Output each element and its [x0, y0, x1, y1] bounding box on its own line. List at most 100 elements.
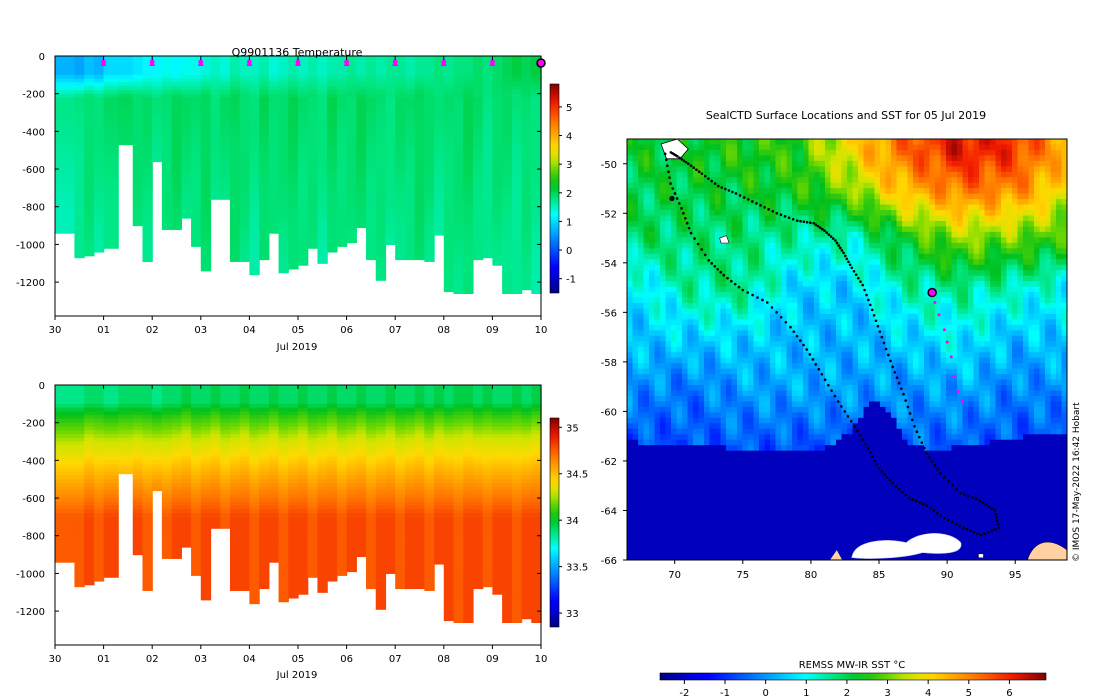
section-cell	[220, 184, 231, 189]
section-cell	[424, 475, 435, 480]
section-cell	[424, 584, 435, 590]
section-cell	[142, 385, 153, 390]
section-cell	[171, 543, 182, 548]
section-cell	[307, 108, 319, 114]
section-cell	[210, 135, 221, 140]
section-cell	[502, 562, 513, 567]
section-cell	[366, 172, 377, 178]
section-cell	[259, 385, 270, 390]
section-cell	[395, 221, 406, 227]
section-cell	[229, 547, 241, 552]
section-cell	[424, 445, 435, 450]
section-cell	[404, 187, 416, 193]
section-cell	[200, 539, 212, 544]
section-cell	[93, 233, 105, 238]
section-cell	[161, 403, 173, 409]
section-cell	[434, 411, 445, 416]
section-cell	[229, 150, 241, 155]
section-cell	[317, 471, 328, 477]
section-cell	[472, 187, 484, 193]
section-cell	[472, 89, 484, 95]
section-cell	[298, 392, 309, 397]
section-cell	[414, 513, 425, 518]
section-cell	[395, 501, 406, 507]
section-cell	[74, 580, 85, 586]
section-cell	[463, 282, 474, 287]
section-cell	[259, 67, 270, 72]
section-cell	[200, 210, 212, 215]
section-cell	[239, 251, 250, 257]
section-cell	[229, 573, 241, 578]
section-cell	[93, 218, 105, 223]
section-cell	[103, 562, 119, 567]
section-cell	[229, 104, 241, 110]
section-cell	[103, 202, 119, 208]
section-cell	[171, 112, 182, 117]
section-cell	[259, 244, 270, 249]
section-cell	[132, 531, 144, 537]
section-cell	[152, 449, 163, 454]
section-cell	[317, 524, 328, 529]
section-cell	[288, 573, 299, 578]
section-cell	[346, 490, 357, 495]
section-cell	[327, 89, 338, 95]
section-cell	[55, 445, 76, 450]
section-cell	[210, 475, 221, 480]
section-cell	[492, 565, 503, 571]
section-cell	[210, 157, 221, 163]
section-cell	[84, 573, 95, 578]
section-cell	[366, 528, 377, 533]
section-cell	[181, 135, 192, 140]
section-cell	[443, 108, 455, 114]
section-cell	[220, 78, 231, 83]
section-cell	[307, 535, 319, 541]
section-cell	[346, 229, 357, 234]
section-cell	[181, 116, 192, 121]
section-cell	[132, 153, 144, 159]
section-cell	[307, 153, 319, 159]
section-cell	[249, 206, 260, 212]
section-cell	[404, 202, 416, 208]
section-cell	[55, 78, 76, 83]
section-cell	[472, 426, 484, 431]
section-cell	[375, 82, 387, 87]
section-cell	[317, 108, 328, 114]
section-cell	[200, 142, 212, 148]
section-cell	[443, 403, 455, 409]
section-cell	[249, 157, 260, 163]
section-cell	[268, 422, 280, 428]
section-cell	[307, 120, 319, 125]
section-cell	[424, 131, 435, 136]
section-cell	[472, 550, 484, 556]
section-cell	[511, 282, 523, 287]
section-cell	[288, 244, 299, 249]
section-cell	[171, 59, 182, 65]
section-cell	[84, 524, 95, 529]
section-cell	[385, 520, 396, 526]
section-cell	[220, 501, 231, 507]
section-cell	[404, 452, 416, 458]
section-cell	[463, 452, 474, 458]
section-cell	[327, 456, 338, 461]
section-cell	[229, 445, 241, 450]
section-cell	[414, 172, 425, 178]
section-cell	[249, 569, 260, 575]
section-cell	[259, 187, 270, 193]
section-cell	[171, 385, 182, 390]
section-cell	[317, 430, 328, 435]
section-cell	[443, 59, 455, 65]
section-cell	[55, 422, 76, 428]
section-cell	[327, 577, 338, 582]
section-cell	[200, 176, 212, 181]
section-cell	[356, 93, 367, 99]
section-cell	[443, 520, 455, 526]
section-cell	[298, 494, 309, 499]
section-cell	[356, 535, 367, 541]
section-cell	[453, 471, 464, 477]
section-cell	[366, 202, 377, 208]
section-cell	[531, 210, 542, 215]
section-cell	[259, 176, 270, 181]
section-cell	[249, 229, 260, 234]
section-cell	[103, 520, 119, 526]
section-cell	[84, 78, 95, 83]
